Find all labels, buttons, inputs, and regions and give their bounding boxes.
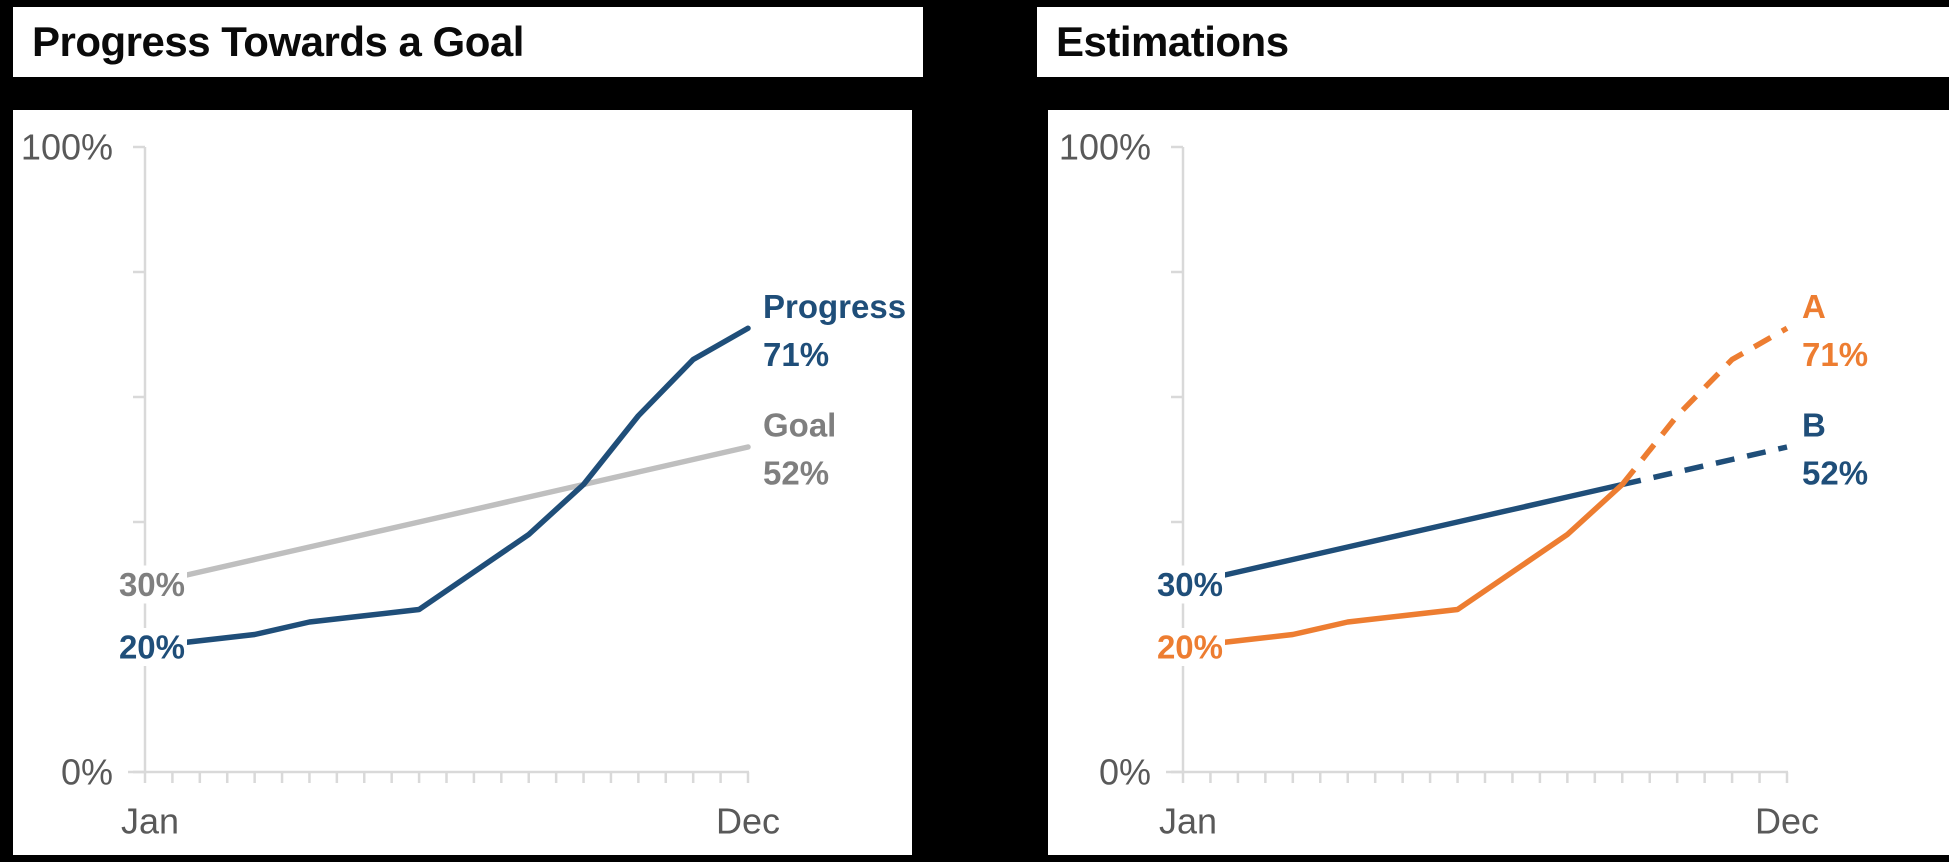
series-value-label-a: 71%	[1802, 336, 1868, 373]
start-label-backing	[105, 628, 187, 666]
series-start-label-b: 30%	[1157, 566, 1223, 603]
series-line-solid-goal	[142, 444, 751, 588]
estimations-chart-panel: 100% 0% Jan Dec 20% 30% A 71% B 52%	[1048, 110, 1949, 855]
left-chart-title: Progress Towards a Goal	[13, 7, 923, 77]
series-name-label-progress: Progress	[763, 288, 906, 325]
start-label-backing	[1143, 565, 1225, 604]
series-line-solid-a	[1180, 481, 1626, 650]
series-line-solid-b	[1180, 481, 1626, 588]
y-axis-label-100: 100%	[1059, 127, 1151, 168]
series-value-label-goal: 52%	[763, 455, 829, 492]
progress-chart-panel: 100% 0% Jan Dec 20% 30% Progress 71% Goal 52%	[13, 110, 912, 855]
y-axis-label-100: 100%	[21, 127, 113, 168]
estimations-chart-canvas: 100% 0%Jan Dec 20% 30% A 71% B 52%	[1059, 127, 1868, 842]
y-axis-label-0: 0%	[1099, 752, 1151, 793]
series-value-label-progress: 71%	[763, 336, 829, 373]
series-start-label-a: 20%	[1157, 629, 1223, 666]
series-line-dashed-b	[1621, 444, 1788, 488]
series-start-label-progress: 20%	[119, 629, 185, 666]
x-axis-label-jan: Jan	[121, 801, 179, 842]
series-start-label-goal: 30%	[119, 566, 185, 603]
series-name-label-a: A	[1802, 288, 1826, 325]
x-axis-label-jan: Jan	[1159, 801, 1217, 842]
right-chart-title: Estimations	[1037, 7, 1949, 77]
series-line-solid-progress	[142, 325, 751, 650]
start-label-backing	[1143, 628, 1225, 666]
x-axis-label-dec: Dec	[716, 801, 780, 842]
series-name-label-b: B	[1802, 407, 1826, 444]
series-line-dashed-a	[1620, 325, 1789, 487]
y-axis-label-0: 0%	[61, 752, 113, 793]
start-label-backing	[105, 565, 187, 604]
series-value-label-b: 52%	[1802, 455, 1868, 492]
series-name-label-goal: Goal	[763, 407, 836, 444]
progress-chart-canvas: 100% 0%Jan Dec 20% 30% Progress 71% Goal 52%	[21, 127, 906, 842]
x-axis-label-dec: Dec	[1755, 801, 1819, 842]
